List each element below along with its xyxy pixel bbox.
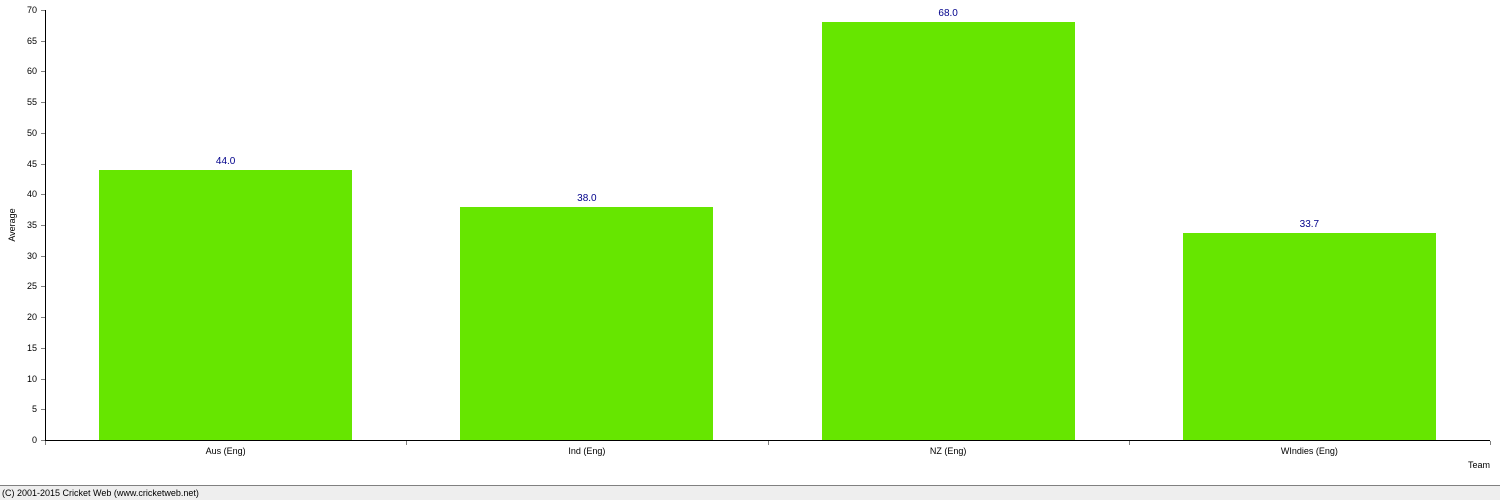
y-tick-mark [41, 133, 45, 134]
x-tick-mark [45, 441, 46, 445]
bar-value-label: 38.0 [577, 193, 596, 204]
x-category-label: Aus (Eng) [206, 446, 246, 456]
y-tick-mark [41, 379, 45, 380]
y-tick-mark [41, 194, 45, 195]
y-tick-mark [41, 164, 45, 165]
y-tick-label: 60 [27, 66, 37, 76]
x-tick-mark [768, 441, 769, 445]
y-tick-mark [41, 409, 45, 410]
y-tick-mark [41, 71, 45, 72]
y-tick-label: 25 [27, 281, 37, 291]
y-tick-mark [41, 41, 45, 42]
y-tick-mark [41, 102, 45, 103]
copyright-text: (C) 2001-2015 Cricket Web (www.cricketwe… [2, 488, 199, 498]
y-tick-label: 30 [27, 251, 37, 261]
y-tick-label: 65 [27, 36, 37, 46]
bar [822, 22, 1075, 440]
y-axis-title: Average [7, 208, 17, 241]
x-tick-mark [1490, 441, 1491, 445]
x-axis-title: Team [1468, 460, 1490, 470]
bar [99, 170, 352, 440]
bar [1183, 233, 1436, 440]
copyright-footer: (C) 2001-2015 Cricket Web (www.cricketwe… [0, 485, 1500, 500]
y-tick-label: 5 [32, 404, 37, 414]
y-tick-label: 70 [27, 5, 37, 15]
y-tick-mark [41, 286, 45, 287]
y-tick-label: 15 [27, 343, 37, 353]
x-tick-mark [406, 441, 407, 445]
x-tick-mark [1129, 441, 1130, 445]
y-tick-label: 40 [27, 189, 37, 199]
y-tick-mark [41, 225, 45, 226]
bar [460, 207, 713, 440]
bar-value-label: 44.0 [216, 156, 235, 167]
bar-value-label: 68.0 [938, 8, 957, 19]
y-tick-label: 55 [27, 97, 37, 107]
x-category-label: NZ (Eng) [930, 446, 967, 456]
y-tick-label: 35 [27, 220, 37, 230]
y-tick-mark [41, 256, 45, 257]
y-tick-label: 45 [27, 159, 37, 169]
y-tick-mark [41, 317, 45, 318]
bar-value-label: 33.7 [1300, 219, 1319, 230]
y-axis-line [45, 10, 46, 440]
x-category-label: WIndies (Eng) [1281, 446, 1338, 456]
y-tick-label: 20 [27, 312, 37, 322]
chart-container: Average Team (C) 2001-2015 Cricket Web (… [0, 0, 1500, 500]
y-tick-mark [41, 348, 45, 349]
x-category-label: Ind (Eng) [568, 446, 605, 456]
y-tick-label: 0 [32, 435, 37, 445]
y-tick-mark [41, 10, 45, 11]
y-tick-label: 10 [27, 374, 37, 384]
y-tick-label: 50 [27, 128, 37, 138]
